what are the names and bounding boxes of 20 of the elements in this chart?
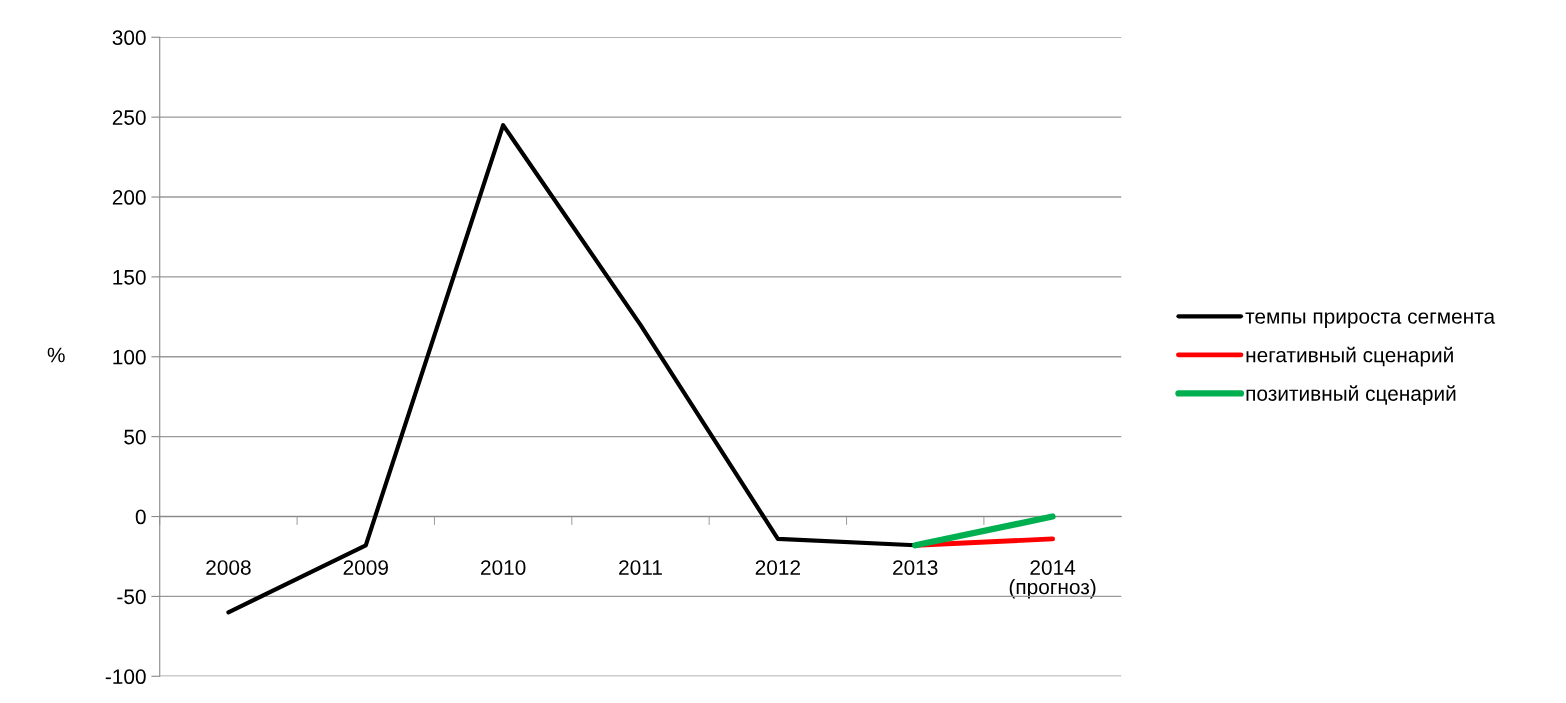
x-tick-label: 2009 [343, 560, 388, 575]
y-tick-label: 200 [112, 190, 146, 205]
y-axis-title: % [47, 347, 65, 363]
y-tick-label: -100 [105, 669, 146, 685]
legend-label: негативный сценарий [1246, 346, 1453, 367]
y-tick-label: 300 [112, 30, 146, 46]
legend-label: темпы прироста сегмента [1245, 312, 1496, 328]
x-tick-label: 2014 (прогноз) [1009, 560, 1096, 599]
y-tick-label: 250 [112, 110, 146, 125]
x-tick-label: 2011 [619, 560, 662, 575]
y-tick-label: 50 [124, 429, 146, 445]
x-tick-label: 2010 [481, 560, 526, 575]
x-tick-label: 2013 [893, 560, 938, 575]
legend-label: позитивный сценарий [1246, 385, 1456, 406]
y-tick-label: 0 [135, 509, 146, 525]
x-tick-label: 2008 [206, 560, 251, 575]
y-tick-label: 100 [113, 349, 146, 365]
y-tick-label: 150 [113, 269, 146, 285]
y-tick-label: -50 [117, 589, 146, 605]
x-tick-label: 2012 [755, 560, 800, 575]
